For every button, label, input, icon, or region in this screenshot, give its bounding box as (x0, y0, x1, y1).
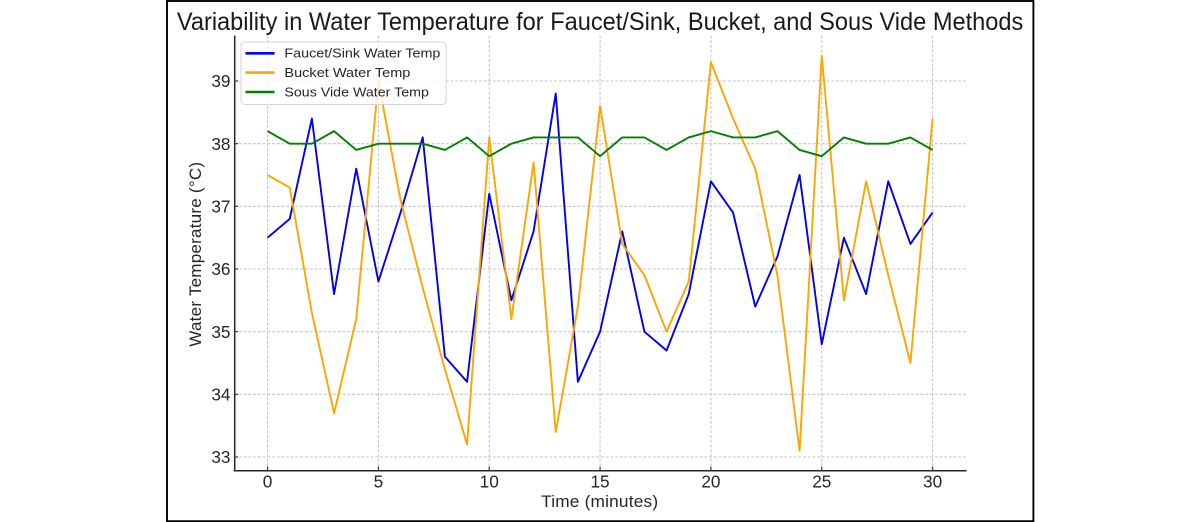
svg-text:35: 35 (211, 322, 230, 342)
svg-text:25: 25 (812, 471, 831, 491)
svg-text:39: 39 (211, 71, 230, 91)
svg-text:Bucket Water Temp: Bucket Water Temp (284, 65, 410, 80)
svg-text:38: 38 (211, 134, 230, 154)
svg-text:Variability in Water Temperatu: Variability in Water Temperature for Fau… (177, 8, 1024, 36)
svg-text:Sous Vide Water Temp: Sous Vide Water Temp (284, 84, 429, 99)
svg-text:0: 0 (263, 471, 273, 491)
svg-text:20: 20 (701, 471, 720, 491)
svg-text:15: 15 (591, 471, 610, 491)
svg-text:34: 34 (211, 385, 231, 405)
svg-text:37: 37 (211, 197, 230, 217)
svg-text:36: 36 (211, 259, 230, 279)
svg-text:5: 5 (374, 471, 384, 491)
svg-text:30: 30 (923, 471, 942, 491)
svg-text:Water Temperature (°C): Water Temperature (°C) (187, 162, 205, 347)
svg-text:33: 33 (211, 447, 230, 467)
svg-text:Time (minutes): Time (minutes) (541, 493, 658, 511)
svg-text:10: 10 (480, 471, 499, 491)
svg-text:Faucet/Sink Water Temp: Faucet/Sink Water Temp (284, 46, 440, 61)
